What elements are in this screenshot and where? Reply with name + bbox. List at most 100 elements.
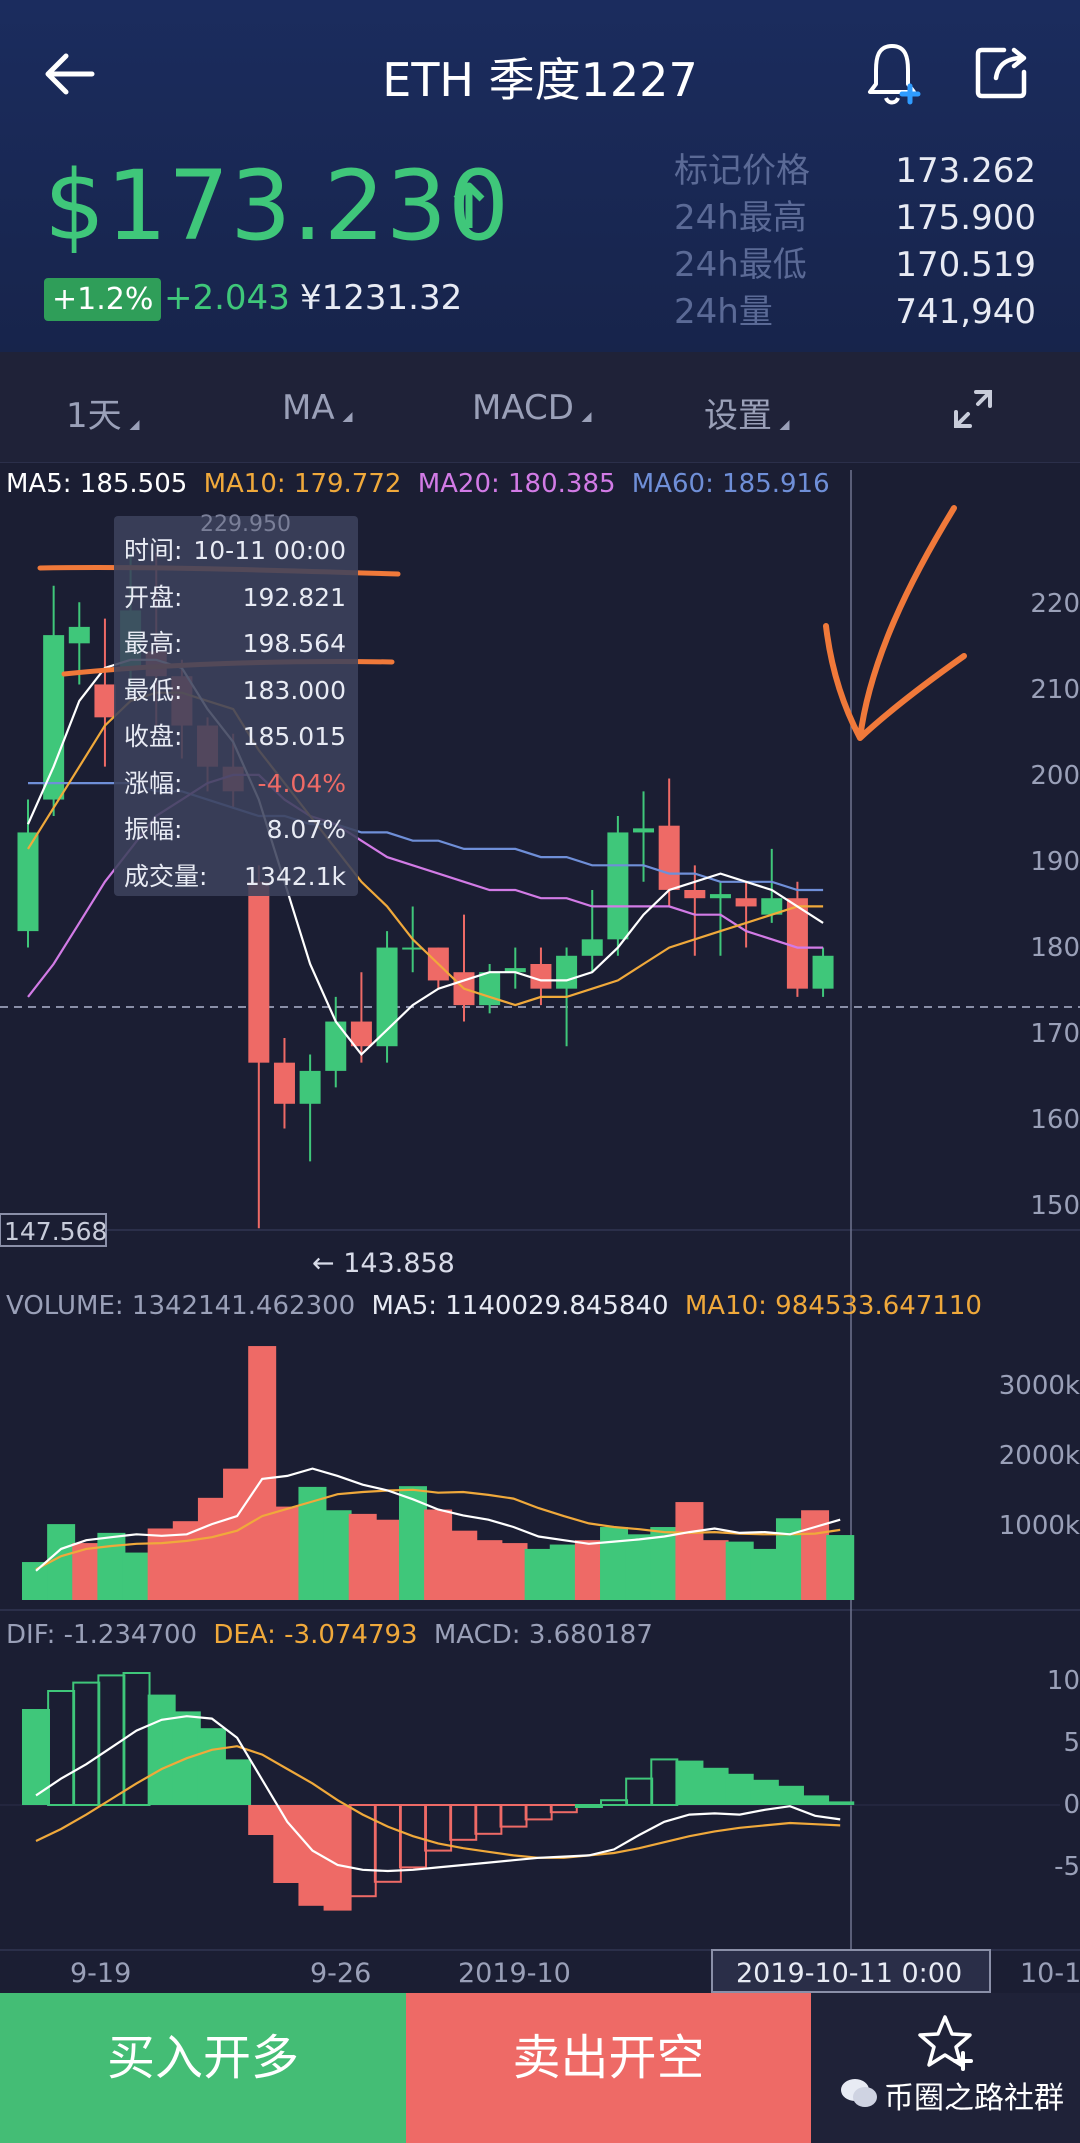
macd-bar: [549, 1804, 578, 1814]
change-percent-badge: +1.2%: [44, 278, 162, 321]
macd-axis-label: 5: [1063, 1728, 1080, 1758]
candle-body: [43, 635, 65, 800]
volume-bar: [348, 1513, 377, 1600]
tooltip-row: 收盘: 185.015: [124, 722, 346, 751]
macd-bar: [801, 1795, 830, 1805]
macd-bar: [223, 1759, 252, 1805]
tooltip-row: 成交量: 1342.1k: [124, 861, 346, 891]
low-label-box: [0, 1213, 107, 1247]
low-price-label: 147.568: [4, 1217, 107, 1246]
macd-axis-label: 10: [1046, 1666, 1080, 1696]
favorite-button[interactable]: [811, 1993, 1080, 2143]
chart-canvas[interactable]: 147.568 ← 143.858: [0, 463, 1080, 1993]
price-axis-label: 200: [1030, 761, 1080, 791]
candle-body: [761, 898, 783, 915]
volume-bar: [600, 1527, 629, 1600]
macd-bar: [147, 1694, 176, 1805]
price-axis-label: 210: [1030, 675, 1080, 705]
candle-body: [68, 626, 90, 644]
price-axis-label: 180: [1030, 933, 1080, 963]
volume-ma5-line: [35, 1467, 841, 1572]
change-amount: +2.043: [164, 278, 290, 318]
volume-axis-label: 2000k: [998, 1441, 1080, 1471]
price-up-arrow-icon: [453, 182, 485, 228]
volume-axis-label: 1000k: [998, 1511, 1080, 1541]
volume-bar: [675, 1502, 704, 1600]
macd-bar: [474, 1804, 503, 1835]
macd-bar: [72, 1681, 101, 1806]
macd-axis-label: 0: [1063, 1790, 1080, 1820]
volume-bar: [248, 1346, 277, 1600]
candle-body: [709, 894, 731, 899]
crosshair-date-label: 2019-10-11 0:00: [736, 1958, 963, 1989]
volume-bar: [700, 1540, 729, 1600]
x-axis-label: 9-26: [310, 1958, 372, 1989]
tooltip-row: 涨幅: -4.04%: [124, 768, 346, 798]
x-axis-label: 9-19: [70, 1958, 132, 1989]
volume-bar: [474, 1540, 503, 1600]
price-axis-label: 190: [1030, 847, 1080, 877]
macd-bar: [675, 1760, 704, 1805]
macd-bar: [700, 1767, 729, 1805]
price-axis-label: 170: [1030, 1019, 1080, 1049]
volume-bar: [625, 1534, 654, 1600]
interval-selector[interactable]: 1天: [66, 388, 145, 437]
x-axis-label: 2019-10: [458, 1958, 571, 1989]
tooltip-row: 最高: 198.564: [124, 629, 346, 658]
volume-bar: [725, 1541, 754, 1600]
buy-long-button[interactable]: 买入开多: [0, 1993, 406, 2143]
volume-bar: [826, 1535, 855, 1600]
annotation-arrow: [823, 505, 967, 741]
macd-bar: [197, 1728, 226, 1805]
candle-body: [556, 955, 578, 989]
sell-short-button[interactable]: 卖出开空: [406, 1993, 811, 2143]
macd-bar: [600, 1799, 629, 1806]
candle-body: [17, 832, 39, 932]
top-bar: ETH 季度1227: [0, 0, 1080, 150]
volume-bar: [223, 1468, 252, 1600]
price-axis-label: 160: [1030, 1105, 1080, 1135]
share-icon[interactable]: [974, 44, 1032, 102]
back-arrow-icon[interactable]: [40, 44, 100, 104]
bell-plus-icon[interactable]: [862, 40, 922, 108]
stat-row: 24h量 741,940: [674, 292, 1036, 332]
candle-body: [735, 898, 757, 907]
macd-selector[interactable]: MACD: [472, 388, 597, 428]
tooltip-row: 开盘: 192.821: [124, 582, 346, 612]
volume-bar: [373, 1519, 402, 1600]
candle-body: [633, 828, 655, 833]
tooltip-hidden-value: 229.950: [200, 512, 291, 537]
volume-bar: [22, 1562, 50, 1600]
macd-bar: [22, 1709, 50, 1805]
dea-line: [35, 1745, 841, 1859]
chart-toolbar: 1天 MA MACD 设置: [0, 352, 1080, 463]
tooltip-row: 时间: 10-11 00:00: [124, 536, 346, 565]
volume-bar: [147, 1528, 176, 1600]
star-plus-icon: [918, 2015, 973, 2071]
candle-body: [402, 947, 424, 950]
volume-bar: [298, 1486, 327, 1600]
candle-body: [479, 972, 501, 1006]
volume-bar: [549, 1544, 578, 1600]
candle-body: [684, 890, 706, 899]
candle-body: [248, 881, 270, 1063]
page-title: ETH 季度1227: [382, 53, 698, 107]
settings-selector[interactable]: 设置: [704, 388, 795, 437]
macd-bar: [47, 1690, 76, 1806]
volume-bar: [499, 1543, 528, 1600]
macd-legend: DIF: -1.234700 DEA: -3.074793 MACD: 3.68…: [6, 1620, 653, 1650]
ma-selector[interactable]: MA: [282, 388, 358, 428]
macd-bar: [524, 1804, 553, 1821]
candle-body: [786, 898, 808, 989]
candle-body: [350, 1021, 372, 1047]
macd-bar: [248, 1805, 277, 1835]
volume-bar: [574, 1540, 603, 1600]
volume-bar: [197, 1497, 226, 1600]
volume-bar: [750, 1548, 779, 1600]
dif-line: [35, 1715, 841, 1873]
stat-row: 24h最高 175.900: [674, 198, 1036, 238]
volume-bar: [424, 1509, 453, 1600]
expand-icon[interactable]: [948, 384, 998, 434]
price-axis-label: 150: [1030, 1191, 1080, 1221]
macd-bar: [574, 1804, 603, 1808]
